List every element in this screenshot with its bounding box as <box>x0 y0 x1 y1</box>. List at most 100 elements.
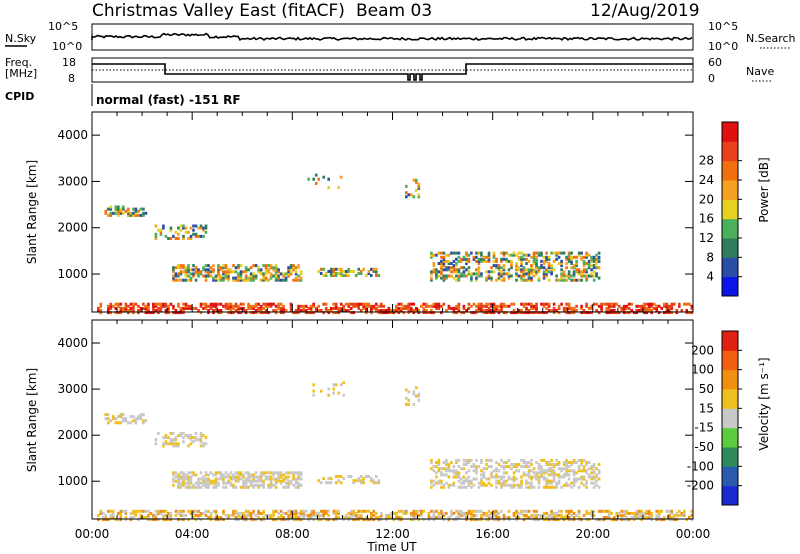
range-gate-cell <box>525 253 528 257</box>
range-gate-cell <box>642 311 646 315</box>
range-gate-cell <box>535 461 538 464</box>
range-gate-cell <box>595 266 598 270</box>
range-gate-cell <box>299 518 303 522</box>
range-gate-cell <box>440 473 443 477</box>
range-gate-cell <box>507 516 511 519</box>
range-gate-cell <box>259 518 263 522</box>
range-gate-cell <box>490 511 493 515</box>
range-gate-cell <box>207 477 210 481</box>
range-gate-cell <box>282 518 285 522</box>
range-gate-cell <box>332 391 335 395</box>
range-gate-cell <box>562 272 566 276</box>
range-gate-cell <box>314 309 318 312</box>
range-gate-cell <box>184 272 188 276</box>
range-gate-cell <box>452 264 456 268</box>
range-gate-cell <box>349 269 353 273</box>
range-gate-cell <box>189 471 193 475</box>
range-gate-cell <box>312 513 315 517</box>
range-gate-cell <box>527 311 531 315</box>
range-gate-cell <box>547 469 551 473</box>
range-gate-cell <box>577 268 581 272</box>
range-gate-cell <box>395 511 398 515</box>
range-gate-cell <box>395 306 398 310</box>
range-gate-cell <box>690 306 694 310</box>
range-gate-cell <box>587 475 591 479</box>
range-gate-cell <box>425 309 428 312</box>
range-gate-cell <box>450 251 453 255</box>
range-gate-cell <box>380 311 383 315</box>
range-gate-cell <box>174 274 178 278</box>
range-gate-cell <box>452 311 456 315</box>
range-gate-cell <box>550 272 553 276</box>
range-gate-cell <box>104 413 108 417</box>
range-gate-cell <box>457 268 461 272</box>
range-gate-cell <box>673 516 676 519</box>
range-gate-cell <box>202 228 205 232</box>
range-gate-cell <box>169 442 173 446</box>
range-gate-cell <box>505 272 508 276</box>
range-gate-cell <box>462 458 466 462</box>
range-gate-cell <box>527 253 531 257</box>
range-gate-cell <box>507 272 511 276</box>
range-gate-cell <box>319 518 323 522</box>
freq-right-tick-high: 60 <box>708 56 722 69</box>
range-gate-cell <box>99 304 103 308</box>
range-gate-cell <box>202 266 205 270</box>
range-gate-cell <box>144 509 148 513</box>
range-gate-cell <box>630 516 633 519</box>
range-gate-cell <box>683 513 686 517</box>
range-gate-cell <box>505 461 508 464</box>
range-gate-cell <box>197 481 200 485</box>
range-gate-cell <box>159 509 163 513</box>
range-gate-cell <box>540 259 543 263</box>
range-gate-cell <box>487 481 491 485</box>
range-gate-cell <box>119 415 123 419</box>
range-gate-cell <box>542 475 546 479</box>
range-gate-cell <box>457 302 461 306</box>
range-gate-cell <box>512 465 516 469</box>
range-gate-cell <box>555 516 558 519</box>
range-gate-cell <box>162 302 165 306</box>
range-gate-cell <box>495 309 498 312</box>
range-gate-cell <box>515 469 518 473</box>
range-gate-cell <box>577 477 581 481</box>
range-gate-cell <box>282 309 285 312</box>
range-gate-cell <box>112 211 115 215</box>
range-gate-cell <box>580 477 583 481</box>
range-gate-cell <box>367 269 371 273</box>
range-gate-cell <box>417 398 421 402</box>
range-gate-cell <box>287 471 290 475</box>
range-gate-cell <box>279 302 283 306</box>
range-gate-cell <box>487 516 491 519</box>
range-gate-cell <box>495 481 498 485</box>
range-gate-cell <box>304 311 308 315</box>
range-gate-cell <box>520 465 523 469</box>
range-gate-cell <box>440 262 443 265</box>
range-gate-cell <box>194 268 198 272</box>
range-gate-cell <box>254 471 258 475</box>
range-gate-cell <box>395 304 398 308</box>
range-gate-cell <box>490 465 493 469</box>
range-gate-cell <box>207 268 210 272</box>
range-gate-cell <box>252 475 255 479</box>
range-gate-cell <box>537 276 541 280</box>
range-gate-cell <box>542 518 546 522</box>
range-gate-cell <box>415 511 418 515</box>
range-gate-cell <box>610 302 613 306</box>
range-gate-cell <box>437 274 441 278</box>
range-gate-cell <box>324 272 328 275</box>
range-gate-cell <box>675 518 679 522</box>
range-gate-cell <box>520 276 523 280</box>
range-gate-cell <box>192 471 195 475</box>
range-gate-cell <box>442 461 446 464</box>
range-gate-cell <box>475 251 478 255</box>
range-gate-cell <box>535 272 538 276</box>
range-gate-cell <box>229 513 233 517</box>
range-gate-cell <box>242 511 245 515</box>
range-gate-cell <box>192 232 195 236</box>
colorbar-tick-label: -50 <box>694 440 714 454</box>
range-gate-cell <box>237 311 240 315</box>
range-gate-cell <box>500 304 503 308</box>
range-gate-cell <box>352 481 355 485</box>
range-gate-cell <box>289 509 293 513</box>
